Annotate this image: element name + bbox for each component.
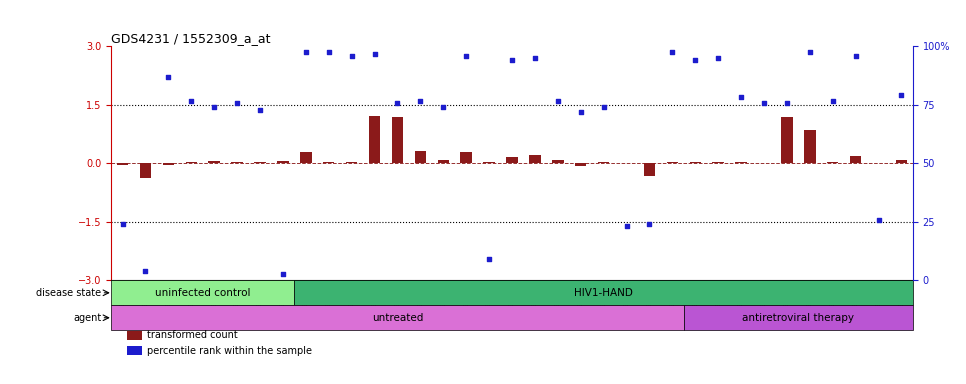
Bar — [684, 305, 913, 330]
Bar — [128, 331, 142, 340]
Point — [848, 53, 864, 59]
Bar — [392, 117, 403, 163]
Bar — [735, 162, 747, 163]
Bar — [781, 117, 792, 163]
Bar — [185, 162, 197, 163]
Bar — [438, 160, 449, 163]
Bar — [804, 130, 815, 163]
Point — [688, 57, 703, 63]
Point — [207, 104, 222, 110]
Point — [573, 109, 588, 116]
Point — [802, 49, 817, 55]
Point — [436, 104, 451, 110]
Point — [870, 217, 886, 223]
Bar — [128, 346, 142, 355]
Bar — [506, 157, 518, 163]
Bar — [461, 152, 471, 163]
Point — [275, 271, 291, 278]
Bar — [529, 155, 541, 163]
Bar — [232, 162, 242, 163]
Point — [229, 99, 244, 106]
Text: agent: agent — [73, 313, 101, 323]
Text: percentile rank within the sample: percentile rank within the sample — [147, 346, 312, 356]
Bar — [690, 162, 701, 163]
Point — [894, 92, 909, 98]
Point — [160, 74, 176, 80]
Text: uninfected control: uninfected control — [155, 288, 250, 298]
Bar — [713, 162, 724, 163]
Point — [298, 49, 314, 55]
Bar — [553, 160, 563, 163]
Bar — [643, 163, 655, 176]
Point — [459, 53, 474, 59]
Bar — [254, 162, 266, 163]
Point — [710, 55, 725, 61]
Point — [825, 98, 840, 104]
Point — [412, 98, 428, 104]
Point — [665, 49, 680, 55]
Point — [321, 49, 336, 55]
Point — [733, 94, 749, 100]
Point — [184, 98, 199, 104]
Bar — [667, 162, 678, 163]
Point — [138, 268, 154, 274]
Bar — [277, 161, 289, 163]
Bar — [598, 162, 610, 163]
Point — [481, 256, 497, 262]
Bar — [414, 151, 426, 163]
Bar — [295, 280, 913, 305]
Point — [641, 221, 657, 227]
Bar — [140, 163, 151, 178]
Point — [596, 104, 611, 110]
Text: transformed count: transformed count — [147, 330, 238, 341]
Bar — [111, 305, 684, 330]
Bar — [300, 152, 311, 163]
Point — [115, 221, 130, 227]
Bar — [111, 280, 295, 305]
Bar — [575, 163, 586, 166]
Bar — [323, 162, 334, 163]
Text: GDS4231 / 1552309_a_at: GDS4231 / 1552309_a_at — [111, 32, 270, 45]
Point — [527, 55, 543, 61]
Bar — [483, 162, 495, 163]
Text: HIV1-HAND: HIV1-HAND — [574, 288, 633, 298]
Point — [389, 99, 405, 106]
Bar — [209, 161, 220, 163]
Text: antiretroviral therapy: antiretroviral therapy — [742, 313, 854, 323]
Point — [252, 108, 268, 114]
Point — [344, 53, 359, 59]
Point — [367, 51, 383, 57]
Bar — [346, 162, 357, 163]
Text: untreated: untreated — [372, 313, 423, 323]
Bar — [369, 116, 381, 163]
Bar — [117, 163, 128, 165]
Bar — [162, 163, 174, 165]
Point — [619, 223, 635, 229]
Bar — [895, 160, 907, 163]
Point — [780, 99, 795, 106]
Point — [756, 99, 772, 106]
Bar — [827, 162, 838, 163]
Bar — [850, 156, 862, 163]
Point — [504, 57, 520, 63]
Point — [550, 98, 565, 104]
Text: disease state: disease state — [37, 288, 101, 298]
